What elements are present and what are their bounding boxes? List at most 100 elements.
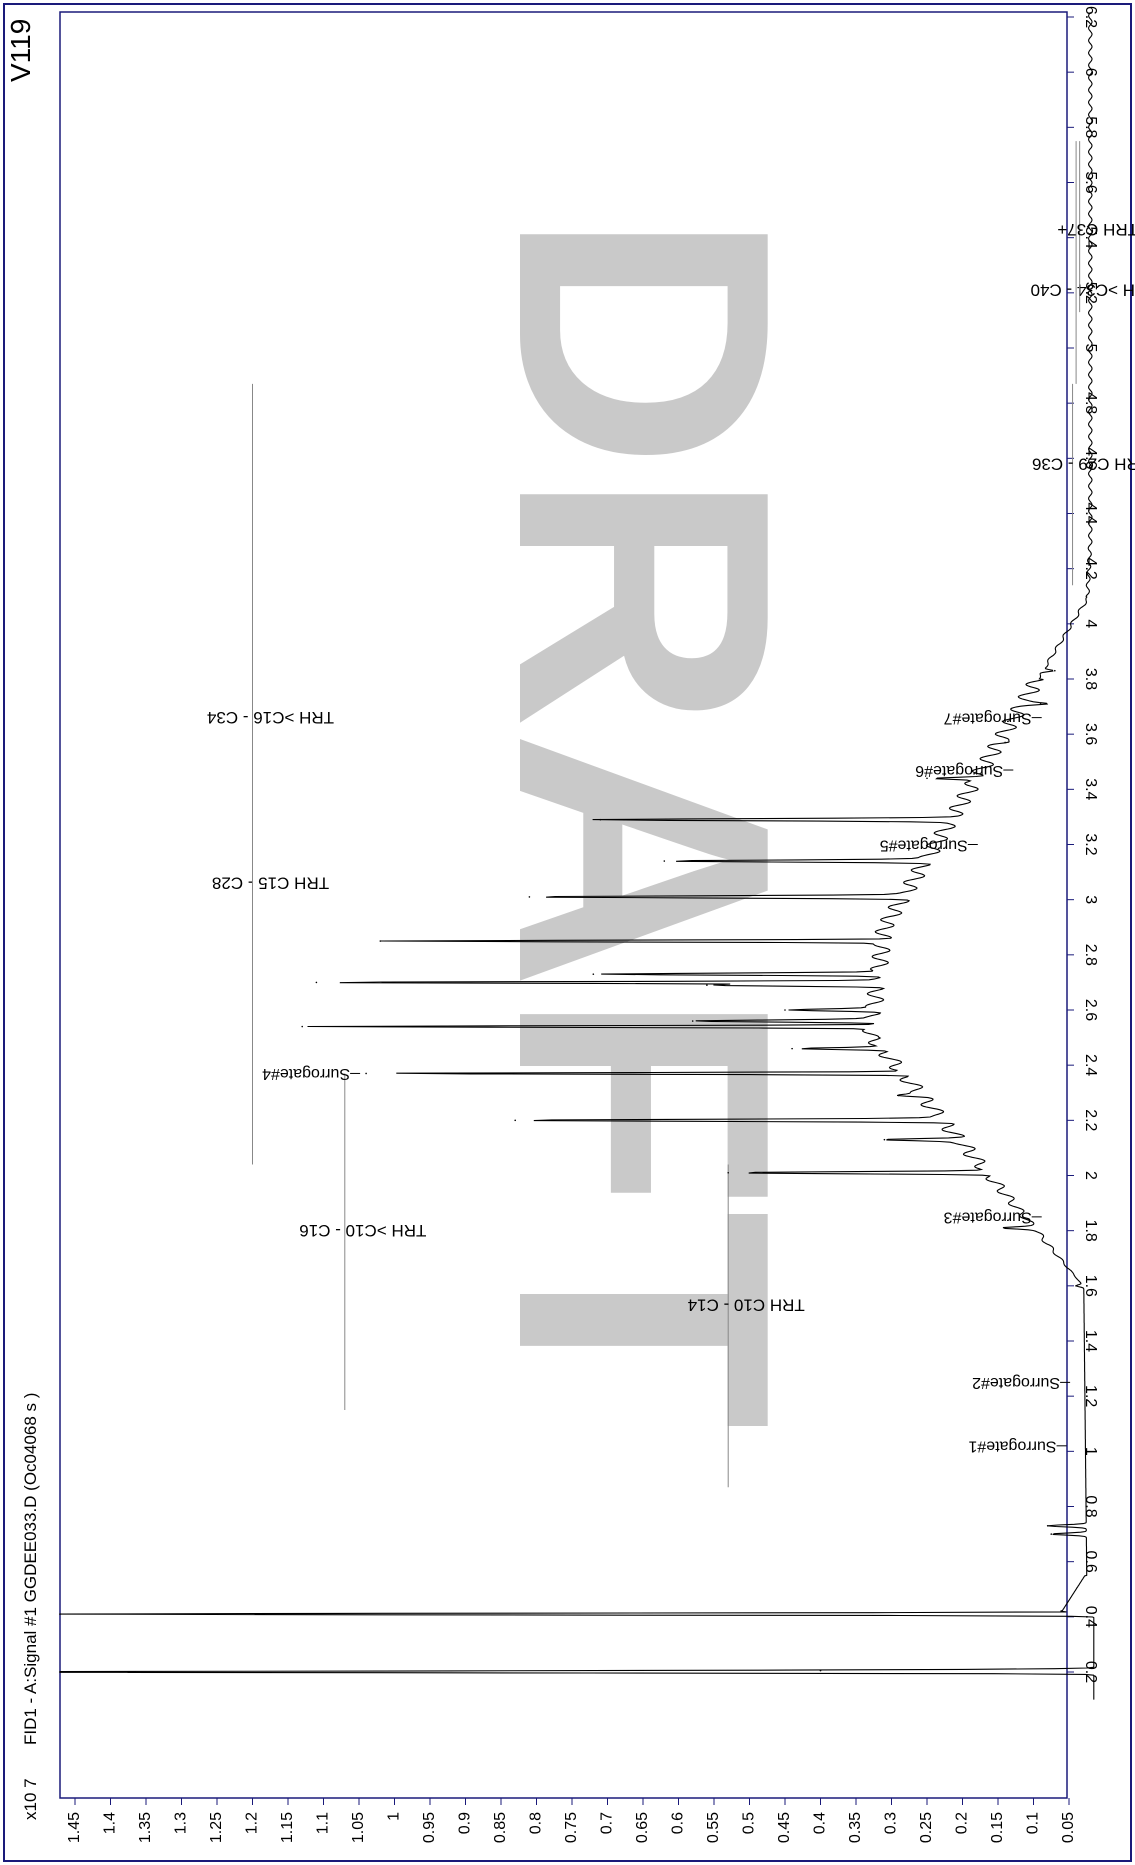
peak-apex — [1050, 1533, 1053, 1535]
x-tick-label: 5 — [1082, 344, 1099, 353]
signal-trace — [59, 11, 1095, 1700]
y-tick-label: 0.5 — [741, 1812, 758, 1834]
y-tick-label: 0.7 — [599, 1812, 616, 1834]
y-tick-label: 0.1 — [1025, 1812, 1042, 1834]
y-tick-label: 1.45 — [66, 1812, 83, 1843]
peak-apex — [926, 777, 928, 780]
surrogate-label: Surrogate#5 — [880, 836, 968, 853]
range-label: TRH >C10 - C16 — [299, 1221, 426, 1240]
peak-apex — [1046, 1525, 1049, 1527]
y-tick-label: 1.05 — [350, 1812, 367, 1843]
peak-apex — [1054, 669, 1056, 672]
y-tick-label: 1.2 — [244, 1812, 261, 1834]
x-tick-label: 0.8 — [1082, 1495, 1099, 1517]
x-tick-label: 2 — [1082, 1171, 1099, 1180]
y-tick-label: 1.4 — [102, 1812, 119, 1834]
y-tick-label: 1.3 — [173, 1812, 190, 1834]
peak-apex — [599, 818, 602, 821]
surrogate-label: Surrogate#6 — [915, 762, 1003, 779]
y-tick-label: 1 — [386, 1812, 403, 1821]
peak-apex — [883, 1138, 886, 1141]
surrogate-label: Surrogate#2 — [972, 1374, 1060, 1391]
y-tick-label: 0.45 — [776, 1812, 793, 1843]
range-label: TRH >C34 - C40 — [1031, 281, 1135, 300]
y-tick-label: 1.25 — [208, 1812, 225, 1843]
peak-apex — [819, 1669, 822, 1672]
x-tick-label: 3.4 — [1082, 778, 1099, 800]
y-tick-label: 0.95 — [421, 1812, 438, 1843]
x-tick-label: 1.4 — [1082, 1330, 1099, 1352]
x-tick-label: 0.2 — [1082, 1661, 1099, 1683]
peak-apex — [691, 1020, 694, 1022]
x-tick-label: 3.8 — [1082, 668, 1099, 690]
peak-apex — [379, 940, 382, 942]
peak-apex — [1039, 703, 1042, 705]
y-tick-label: 0.15 — [989, 1812, 1006, 1843]
peak-apex — [1004, 1227, 1006, 1229]
range-label: TRH >C16 - C34 — [207, 708, 334, 727]
x-tick-label: 5.6 — [1082, 171, 1099, 193]
y-tick-label: 0.55 — [705, 1812, 722, 1843]
x-tick-label: 2.8 — [1082, 944, 1099, 966]
peak-apex — [663, 860, 666, 862]
y-tick-label: 0.8 — [528, 1812, 545, 1834]
y-tick-label: 0.05 — [1060, 1812, 1077, 1843]
y-tick-label: 0.65 — [634, 1812, 651, 1843]
x-tick-label: 3.2 — [1082, 833, 1099, 855]
x-tick-label: 3 — [1082, 895, 1099, 904]
y-tick-label: 0.35 — [847, 1812, 864, 1843]
x-tick-label: 6.2 — [1082, 6, 1099, 28]
x-tick-label: 1.6 — [1082, 1275, 1099, 1297]
y-tick-label: 1.15 — [279, 1812, 296, 1843]
peak-apex — [365, 1072, 367, 1075]
y-tick-label: 0.3 — [883, 1812, 900, 1834]
x-tick-label: 2.2 — [1082, 1109, 1099, 1131]
x-tick-label: 3.6 — [1082, 723, 1099, 745]
x-tick-label: 4 — [1082, 619, 1099, 628]
x-tick-label: 5.8 — [1082, 116, 1099, 138]
range-label: TRH C15 - C28 — [212, 874, 329, 893]
signal-label: FID1 - A:Signal #1 GGDEE033.D (Oc04068 s… — [21, 1393, 40, 1745]
y-tick-label: 1.35 — [137, 1812, 154, 1843]
y-tick-label: 0.6 — [670, 1812, 687, 1834]
peak-apex — [784, 1009, 786, 1011]
surrogate-label: Surrogate#1 — [968, 1438, 1056, 1455]
peak-apex — [592, 973, 595, 975]
y-multiplier-label: x10 7 — [21, 1778, 40, 1820]
y-tick-label: 0.25 — [918, 1812, 935, 1843]
peak-apex — [706, 984, 708, 986]
surrogate-label: Surrogate#4 — [262, 1065, 350, 1082]
peak-apex — [315, 981, 318, 984]
y-tick-label: 1.1 — [315, 1812, 332, 1834]
x-tick-label: 6 — [1082, 68, 1099, 77]
x-tick-label: 0.6 — [1082, 1551, 1099, 1573]
range-label: TRH C10 - C14 — [688, 1296, 805, 1315]
peak-apex — [1075, 1285, 1077, 1287]
range-label: TRH C29 - C36 — [1032, 454, 1135, 473]
peak-apex — [59, 1613, 61, 1615]
peak-apex — [1004, 741, 1006, 744]
sample-id: V119 — [5, 19, 36, 82]
y-tick-label: 0.75 — [563, 1812, 580, 1843]
peak-apex — [727, 1171, 729, 1174]
y-tick-label: 0.4 — [812, 1812, 829, 1834]
y-tick-label: 0.85 — [492, 1812, 509, 1843]
plot-area — [59, 11, 1068, 1799]
x-tick-label: 1 — [1082, 1447, 1099, 1456]
peak-apex — [301, 1025, 304, 1028]
peak-apex — [59, 1671, 61, 1673]
x-tick-label: 5.4 — [1082, 227, 1099, 249]
peak-apex — [897, 1094, 900, 1097]
surrogate-label: Surrogate#3 — [944, 1209, 1032, 1226]
peak-apex — [528, 896, 531, 898]
x-tick-label: 2.6 — [1082, 999, 1099, 1021]
peak-apex — [514, 1119, 516, 1122]
peak-apex — [791, 1047, 793, 1050]
x-tick-label: 1.8 — [1082, 1220, 1099, 1242]
chart-frame — [3, 3, 1132, 1862]
x-tick-label: 2.4 — [1082, 1054, 1099, 1076]
range-label: TRH C37+ — [1057, 220, 1135, 239]
surrogate-label: Surrogate#7 — [944, 709, 1032, 726]
y-tick-label: 0.9 — [457, 1812, 474, 1834]
